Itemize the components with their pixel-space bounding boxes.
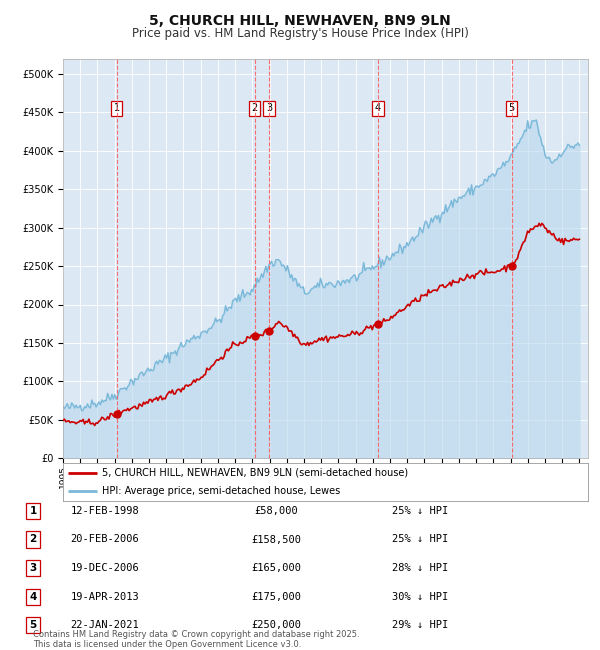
Text: 19-APR-2013: 19-APR-2013 [71, 592, 139, 602]
Text: £58,000: £58,000 [254, 506, 298, 516]
Text: Price paid vs. HM Land Registry's House Price Index (HPI): Price paid vs. HM Land Registry's House … [131, 27, 469, 40]
Text: £158,500: £158,500 [251, 534, 301, 545]
Text: £165,000: £165,000 [251, 563, 301, 573]
Text: 3: 3 [266, 103, 272, 114]
Text: 30% ↓ HPI: 30% ↓ HPI [392, 592, 448, 602]
Text: £250,000: £250,000 [251, 619, 301, 630]
Text: 1: 1 [113, 103, 120, 114]
Text: 5: 5 [508, 103, 515, 114]
Text: 22-JAN-2021: 22-JAN-2021 [71, 619, 139, 630]
Text: 25% ↓ HPI: 25% ↓ HPI [392, 506, 448, 516]
Text: HPI: Average price, semi-detached house, Lewes: HPI: Average price, semi-detached house,… [103, 486, 341, 496]
Text: 5, CHURCH HILL, NEWHAVEN, BN9 9LN: 5, CHURCH HILL, NEWHAVEN, BN9 9LN [149, 14, 451, 29]
Text: 20-FEB-2006: 20-FEB-2006 [71, 534, 139, 545]
Text: 25% ↓ HPI: 25% ↓ HPI [392, 534, 448, 545]
Text: £175,000: £175,000 [251, 592, 301, 602]
Text: 5: 5 [29, 619, 37, 630]
Text: 5, CHURCH HILL, NEWHAVEN, BN9 9LN (semi-detached house): 5, CHURCH HILL, NEWHAVEN, BN9 9LN (semi-… [103, 468, 409, 478]
Text: 1: 1 [29, 506, 37, 516]
Text: 28% ↓ HPI: 28% ↓ HPI [392, 563, 448, 573]
Text: 3: 3 [29, 563, 37, 573]
Text: 2: 2 [251, 103, 258, 114]
Text: 19-DEC-2006: 19-DEC-2006 [71, 563, 139, 573]
Text: 2: 2 [29, 534, 37, 545]
Text: 4: 4 [29, 592, 37, 602]
Text: 4: 4 [375, 103, 381, 114]
Text: 29% ↓ HPI: 29% ↓ HPI [392, 619, 448, 630]
Text: 12-FEB-1998: 12-FEB-1998 [71, 506, 139, 516]
Text: Contains HM Land Registry data © Crown copyright and database right 2025.
This d: Contains HM Land Registry data © Crown c… [33, 630, 359, 649]
